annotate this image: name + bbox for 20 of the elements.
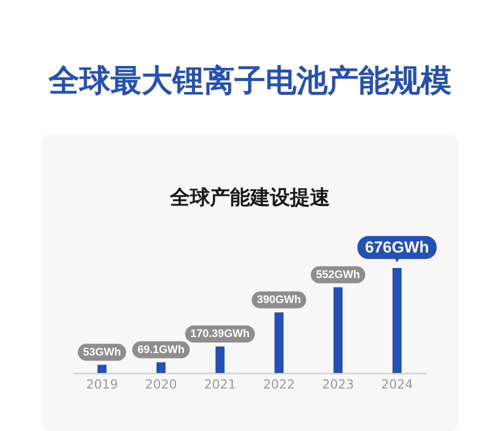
data-label: 170.39GWh bbox=[190, 328, 250, 340]
data-label: 676GWh bbox=[364, 240, 430, 256]
data-label: 53GWh bbox=[83, 346, 122, 358]
x-tick-label: 2021 bbox=[204, 376, 236, 392]
x-tick-label: 2020 bbox=[145, 376, 177, 392]
bar bbox=[392, 268, 402, 373]
x-tick-label: 2023 bbox=[322, 376, 354, 392]
data-label: 69.1GWh bbox=[137, 344, 185, 356]
bar bbox=[274, 312, 284, 373]
data-label: 390GWh bbox=[256, 294, 302, 306]
bar bbox=[156, 362, 166, 373]
x-tick-label: 2019 bbox=[86, 376, 118, 392]
bar bbox=[98, 364, 106, 373]
bar bbox=[334, 287, 342, 373]
chart-subtitle: 全球产能建设提速 bbox=[169, 185, 330, 209]
x-tick-label: 2022 bbox=[263, 376, 295, 392]
chart-title: 全球最大锂离子电池产能规模 bbox=[48, 63, 452, 99]
x-tick-label: 2024 bbox=[381, 376, 413, 392]
data-label: 552GWh bbox=[316, 268, 360, 281]
bar bbox=[216, 346, 224, 373]
